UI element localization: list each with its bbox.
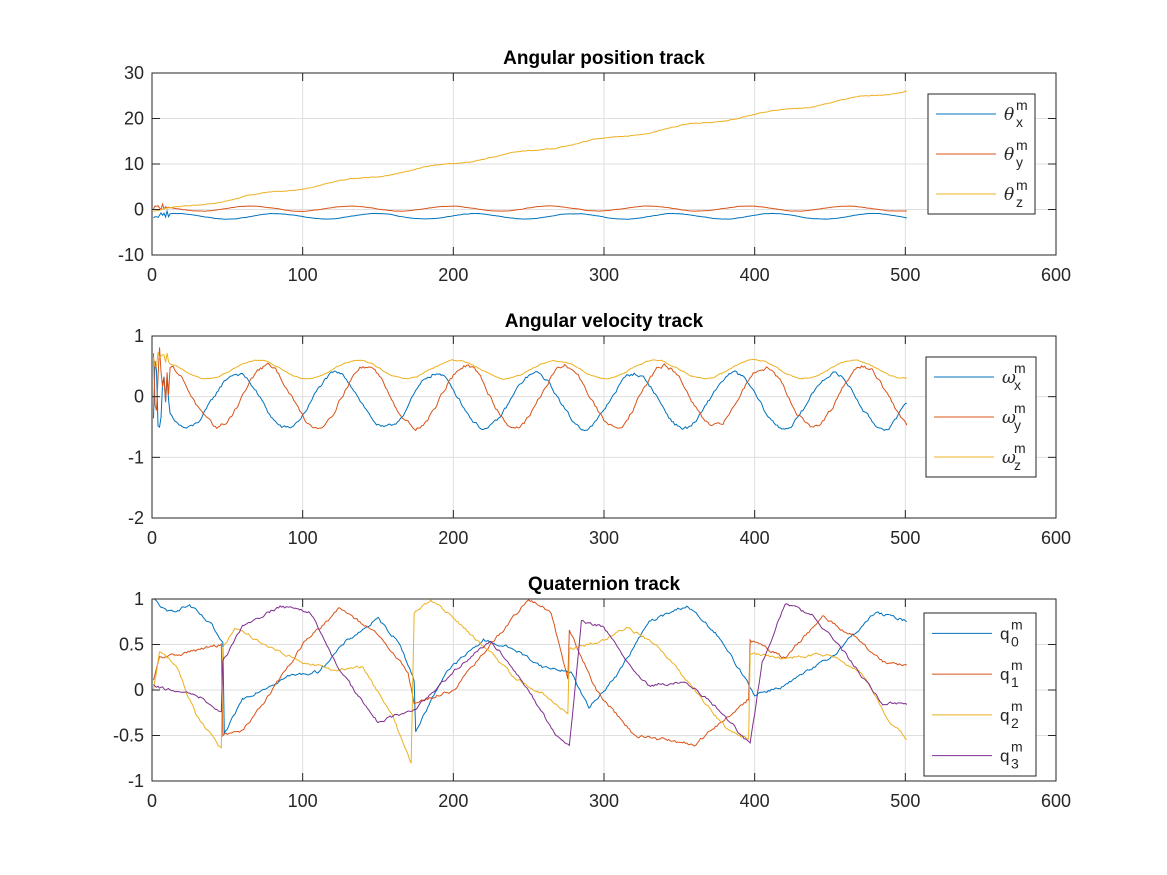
series-line-2: [153, 599, 907, 764]
legend-subscript: 2: [1011, 715, 1019, 731]
x-tick-label: 200: [438, 265, 468, 285]
series-line-y: [153, 202, 907, 212]
legend-symbol: θ: [1004, 185, 1014, 205]
legend-subscript: x: [1016, 114, 1023, 130]
legend-superscript: m: [1014, 360, 1026, 376]
x-tick-label: 200: [438, 528, 468, 548]
x-tick-label: 100: [288, 791, 318, 811]
x-tick-label: 300: [589, 791, 619, 811]
y-tick-label: -1: [128, 447, 144, 467]
legend-subscript: 0: [1011, 633, 1019, 649]
x-tick-label: 300: [589, 265, 619, 285]
y-tick-label: 0: [134, 387, 144, 407]
y-tick-label: 0.5: [119, 635, 144, 655]
legend-symbol: q: [1000, 747, 1009, 766]
legend-symbol: θ: [1004, 145, 1014, 165]
quaternion-panel: 0 100 200 300 400 500 600 -1 -0.5 0 0.5 1 Quaternion…: [113, 574, 1071, 811]
series-line-y: [153, 347, 908, 432]
legend: θ mxθ myθ mz: [927, 93, 1036, 215]
y-tick-label: -1: [128, 771, 144, 791]
y-tick-label: 1: [134, 326, 144, 346]
legend-superscript: m: [1016, 97, 1028, 113]
legend-item: θ my: [936, 137, 1028, 170]
x-tick-label: 500: [890, 265, 920, 285]
legend-symbol: ω: [1002, 448, 1016, 468]
x-tick-label: 500: [890, 528, 920, 548]
series-line-x: [153, 209, 907, 220]
series-line-1: [153, 599, 907, 747]
legend: q m0q m1q m2q m3: [923, 612, 1037, 777]
y-tick-label: 0: [134, 200, 144, 220]
legend-symbol: q: [1000, 706, 1009, 725]
legend-symbol: θ: [1004, 105, 1014, 125]
x-tick-label: 200: [438, 791, 468, 811]
x-tick-label: 600: [1041, 528, 1071, 548]
legend-item: q m0: [932, 616, 1023, 649]
legend-subscript: 1: [1011, 674, 1019, 690]
legend-item: q m3: [932, 739, 1023, 772]
y-tick-label: 30: [124, 63, 144, 83]
legend-superscript: m: [1016, 137, 1028, 153]
chart-title: Angular velocity track: [505, 311, 704, 332]
x-tick-label: 400: [740, 528, 770, 548]
legend-item: θ mx: [936, 97, 1028, 130]
legend-superscript: m: [1011, 616, 1023, 632]
y-tick-label: 20: [124, 109, 144, 129]
series-lines: [153, 347, 908, 432]
series-line-z: [153, 352, 907, 380]
x-tick-label: 300: [589, 528, 619, 548]
x-tick-label: 100: [288, 265, 318, 285]
x-tick-label: 100: [288, 528, 318, 548]
series-line-z: [153, 90, 907, 212]
legend-item: q m2: [932, 698, 1023, 731]
series-line-0: [153, 598, 908, 735]
chart-title: Angular position track: [503, 48, 705, 69]
x-tick-label: 500: [890, 791, 920, 811]
legend-item: ωmx: [934, 360, 1026, 393]
x-tick-label: 600: [1041, 265, 1071, 285]
legend-item: ωmy: [934, 400, 1026, 433]
legend-subscript: y: [1016, 154, 1023, 170]
legend-symbol: q: [1000, 665, 1009, 684]
x-tick-label: 0: [147, 791, 157, 811]
legend-superscript: m: [1014, 400, 1026, 416]
x-tick-label: 400: [740, 265, 770, 285]
x-tick-label: 0: [147, 528, 157, 548]
series-lines: [153, 90, 907, 220]
series-line-x: [153, 360, 907, 432]
legend-symbol: ω: [1002, 368, 1016, 388]
x-tick-label: 600: [1041, 791, 1071, 811]
y-tick-label: 10: [124, 154, 144, 174]
y-tick-label: -2: [128, 508, 144, 528]
legend-subscript: y: [1014, 417, 1021, 433]
legend-subscript: z: [1014, 457, 1021, 473]
series-lines: [153, 598, 908, 764]
legend-item: ωmz: [934, 440, 1026, 473]
legend-superscript: m: [1011, 698, 1023, 714]
x-tick-label: 400: [740, 791, 770, 811]
legend-superscript: m: [1016, 177, 1028, 193]
legend-superscript: m: [1011, 657, 1023, 673]
angular-velocity-panel: 0 100 200 300 400 500 600 -2 -1 0 1 Angular velocit…: [128, 311, 1071, 548]
y-tick-label: 1: [134, 589, 144, 609]
legend-item: q m1: [932, 657, 1023, 690]
legend-subscript: 3: [1011, 756, 1019, 772]
legend-superscript: m: [1014, 440, 1026, 456]
legend-symbol: ω: [1002, 408, 1016, 428]
chart-title: Quaternion track: [528, 574, 680, 595]
y-tick-label: 0: [134, 680, 144, 700]
legend-symbol: q: [1000, 624, 1009, 643]
legend-item: θ mz: [936, 177, 1028, 210]
y-tick-label: -10: [118, 245, 144, 265]
legend-box: [923, 612, 1037, 777]
legend-subscript: x: [1014, 377, 1021, 393]
legend-subscript: z: [1016, 194, 1023, 210]
x-tick-label: 0: [147, 265, 157, 285]
y-tick-label: -0.5: [113, 726, 144, 746]
legend-superscript: m: [1011, 739, 1023, 755]
series-line-3: [153, 603, 908, 747]
